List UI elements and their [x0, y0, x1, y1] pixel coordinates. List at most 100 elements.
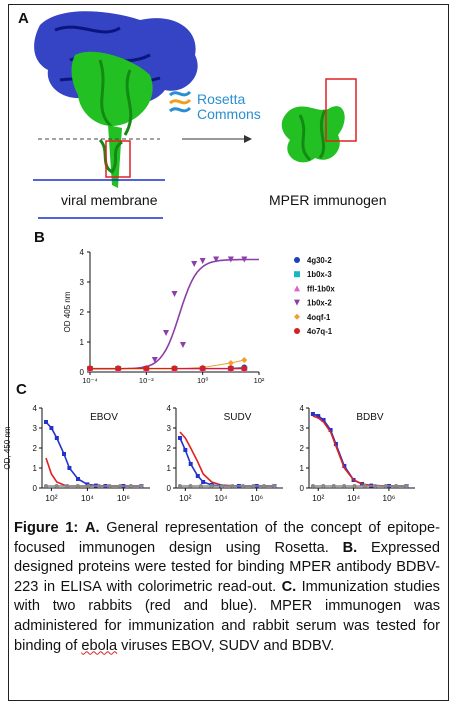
b-legend-label: 4g30-2 [307, 256, 332, 265]
c-data-point [67, 466, 72, 470]
c-data-point [54, 484, 59, 488]
c-y-axis-label: OD, 450 nm [3, 426, 12, 469]
b-legend-label: ffl-1b0x [307, 284, 335, 293]
c-data-point [86, 484, 91, 488]
c-data-point [362, 484, 367, 488]
c-data-point [209, 484, 214, 488]
panel-a-letter: A [18, 10, 29, 27]
b-legend-marker [294, 313, 300, 320]
b-data-point [115, 365, 122, 372]
c-y-tick-label: 0 [300, 484, 305, 493]
c-y-tick-label: 0 [33, 484, 38, 493]
b-data-point [179, 342, 186, 348]
c-x-tick-label: 10⁶ [250, 493, 263, 503]
c-y-tick-label: 4 [300, 404, 305, 413]
c-data-point [310, 484, 315, 488]
c-data-point [198, 484, 203, 488]
panel-b-letter: B [34, 229, 45, 246]
c-data-point [272, 484, 277, 488]
c-series-line [312, 415, 407, 487]
c-data-point [118, 484, 123, 488]
b-data-point [87, 365, 93, 372]
c-data-point [188, 484, 193, 488]
c-y-tick-label: 4 [33, 404, 38, 413]
c-data-point [183, 448, 188, 452]
c-data-point [394, 484, 399, 488]
c-x-tick-label: 10² [45, 493, 57, 503]
b-data-point [199, 365, 206, 372]
c-subplot-title: BDBV [356, 412, 384, 423]
b-legend-marker [294, 271, 300, 278]
c-series-line [312, 413, 407, 487]
b-data-point [171, 365, 178, 372]
c-data-point [219, 484, 224, 488]
c-y-tick-label: 1 [33, 464, 38, 473]
c-y-tick-label: 2 [33, 444, 38, 453]
c-data-point [65, 484, 70, 488]
c-data-point [54, 436, 59, 440]
b-y-axis-label: OD 405 nm [63, 291, 72, 332]
c-x-tick-label: 10⁶ [117, 493, 130, 503]
b-data-point [227, 365, 234, 372]
c-data-point [352, 484, 357, 488]
c-y-tick-label: 3 [167, 424, 172, 433]
c-data-point [321, 418, 326, 422]
b-data-point [191, 261, 198, 267]
b-x-tick-label: 10⁻² [139, 376, 154, 385]
b-series-line [90, 258, 259, 370]
c-data-point [310, 412, 315, 416]
c-y-tick-label: 2 [167, 444, 172, 453]
c-series-line [45, 457, 142, 487]
b-data-point [227, 256, 234, 263]
c-x-tick-label: 10⁴ [347, 493, 360, 503]
b-legend-marker [294, 299, 300, 306]
panel-c-letter: C [16, 381, 27, 398]
b-data-point [151, 357, 158, 363]
panel-b-chart: 0 1 2 3 4 10⁻⁴ 10⁻² 10⁰ 10² mAb concentration (µg… [63, 248, 335, 388]
mper-immunogen-label: MPER immunogen [269, 192, 387, 208]
b-legend-label: 1b0x-2 [307, 299, 332, 308]
c-data-point [76, 477, 80, 481]
c-data-point [251, 484, 256, 488]
c-data-point [321, 484, 326, 488]
c-data-point [128, 484, 133, 488]
caption-figure-label: Figure 1: [14, 520, 79, 536]
c-data-point [240, 484, 245, 488]
c-x-tick-label: 10² [179, 493, 191, 503]
b-series-line [90, 359, 245, 370]
b-legend-label: 4o7q-1 [307, 327, 333, 336]
b-legend-marker [294, 328, 300, 334]
logo-text-2: Commons [197, 106, 261, 122]
c-data-point [43, 484, 48, 488]
c-data-point [188, 462, 193, 466]
c-y-tick-label: 2 [300, 444, 305, 453]
caption-ebola-word: ebola [81, 637, 118, 654]
c-y-tick-label: 3 [300, 424, 305, 433]
caption-b-letter: B. [342, 539, 358, 556]
caption-a-text: General representation of the concept of… [14, 520, 440, 556]
caption-a-letter: A. [84, 520, 100, 536]
c-data-point [404, 484, 409, 488]
b-x-tick-label: 10² [254, 376, 265, 385]
rosetta-commons-logo: Rosetta Commons [169, 90, 261, 122]
c-y-tick-label: 3 [33, 424, 38, 433]
c-x-tick-label: 10² [312, 493, 324, 503]
caption-b-text: Expressed designed proteins were tested … [14, 539, 440, 595]
b-legend-label: 1b0x-3 [307, 270, 332, 279]
b-data-point [241, 365, 248, 372]
c-data-point [177, 436, 182, 440]
b-x-tick-label: 10⁻⁴ [82, 376, 98, 385]
b-y-tick-label: 0 [80, 368, 85, 377]
caption-c-text: Immunization studies with two rabbits (r… [14, 578, 440, 654]
b-y-tick-label: 1 [80, 338, 85, 347]
logo-text-1: Rosetta [197, 91, 245, 107]
c-data-point [331, 484, 336, 488]
b-data-point [171, 291, 178, 297]
b-data-point [241, 357, 248, 363]
c-data-point [43, 420, 48, 424]
c-x-tick-label: 10⁴ [214, 493, 227, 503]
c-data-point [373, 484, 378, 488]
mper-immunogen-image [281, 106, 345, 163]
c-data-point [201, 480, 206, 484]
arrow-head-icon [244, 135, 252, 143]
